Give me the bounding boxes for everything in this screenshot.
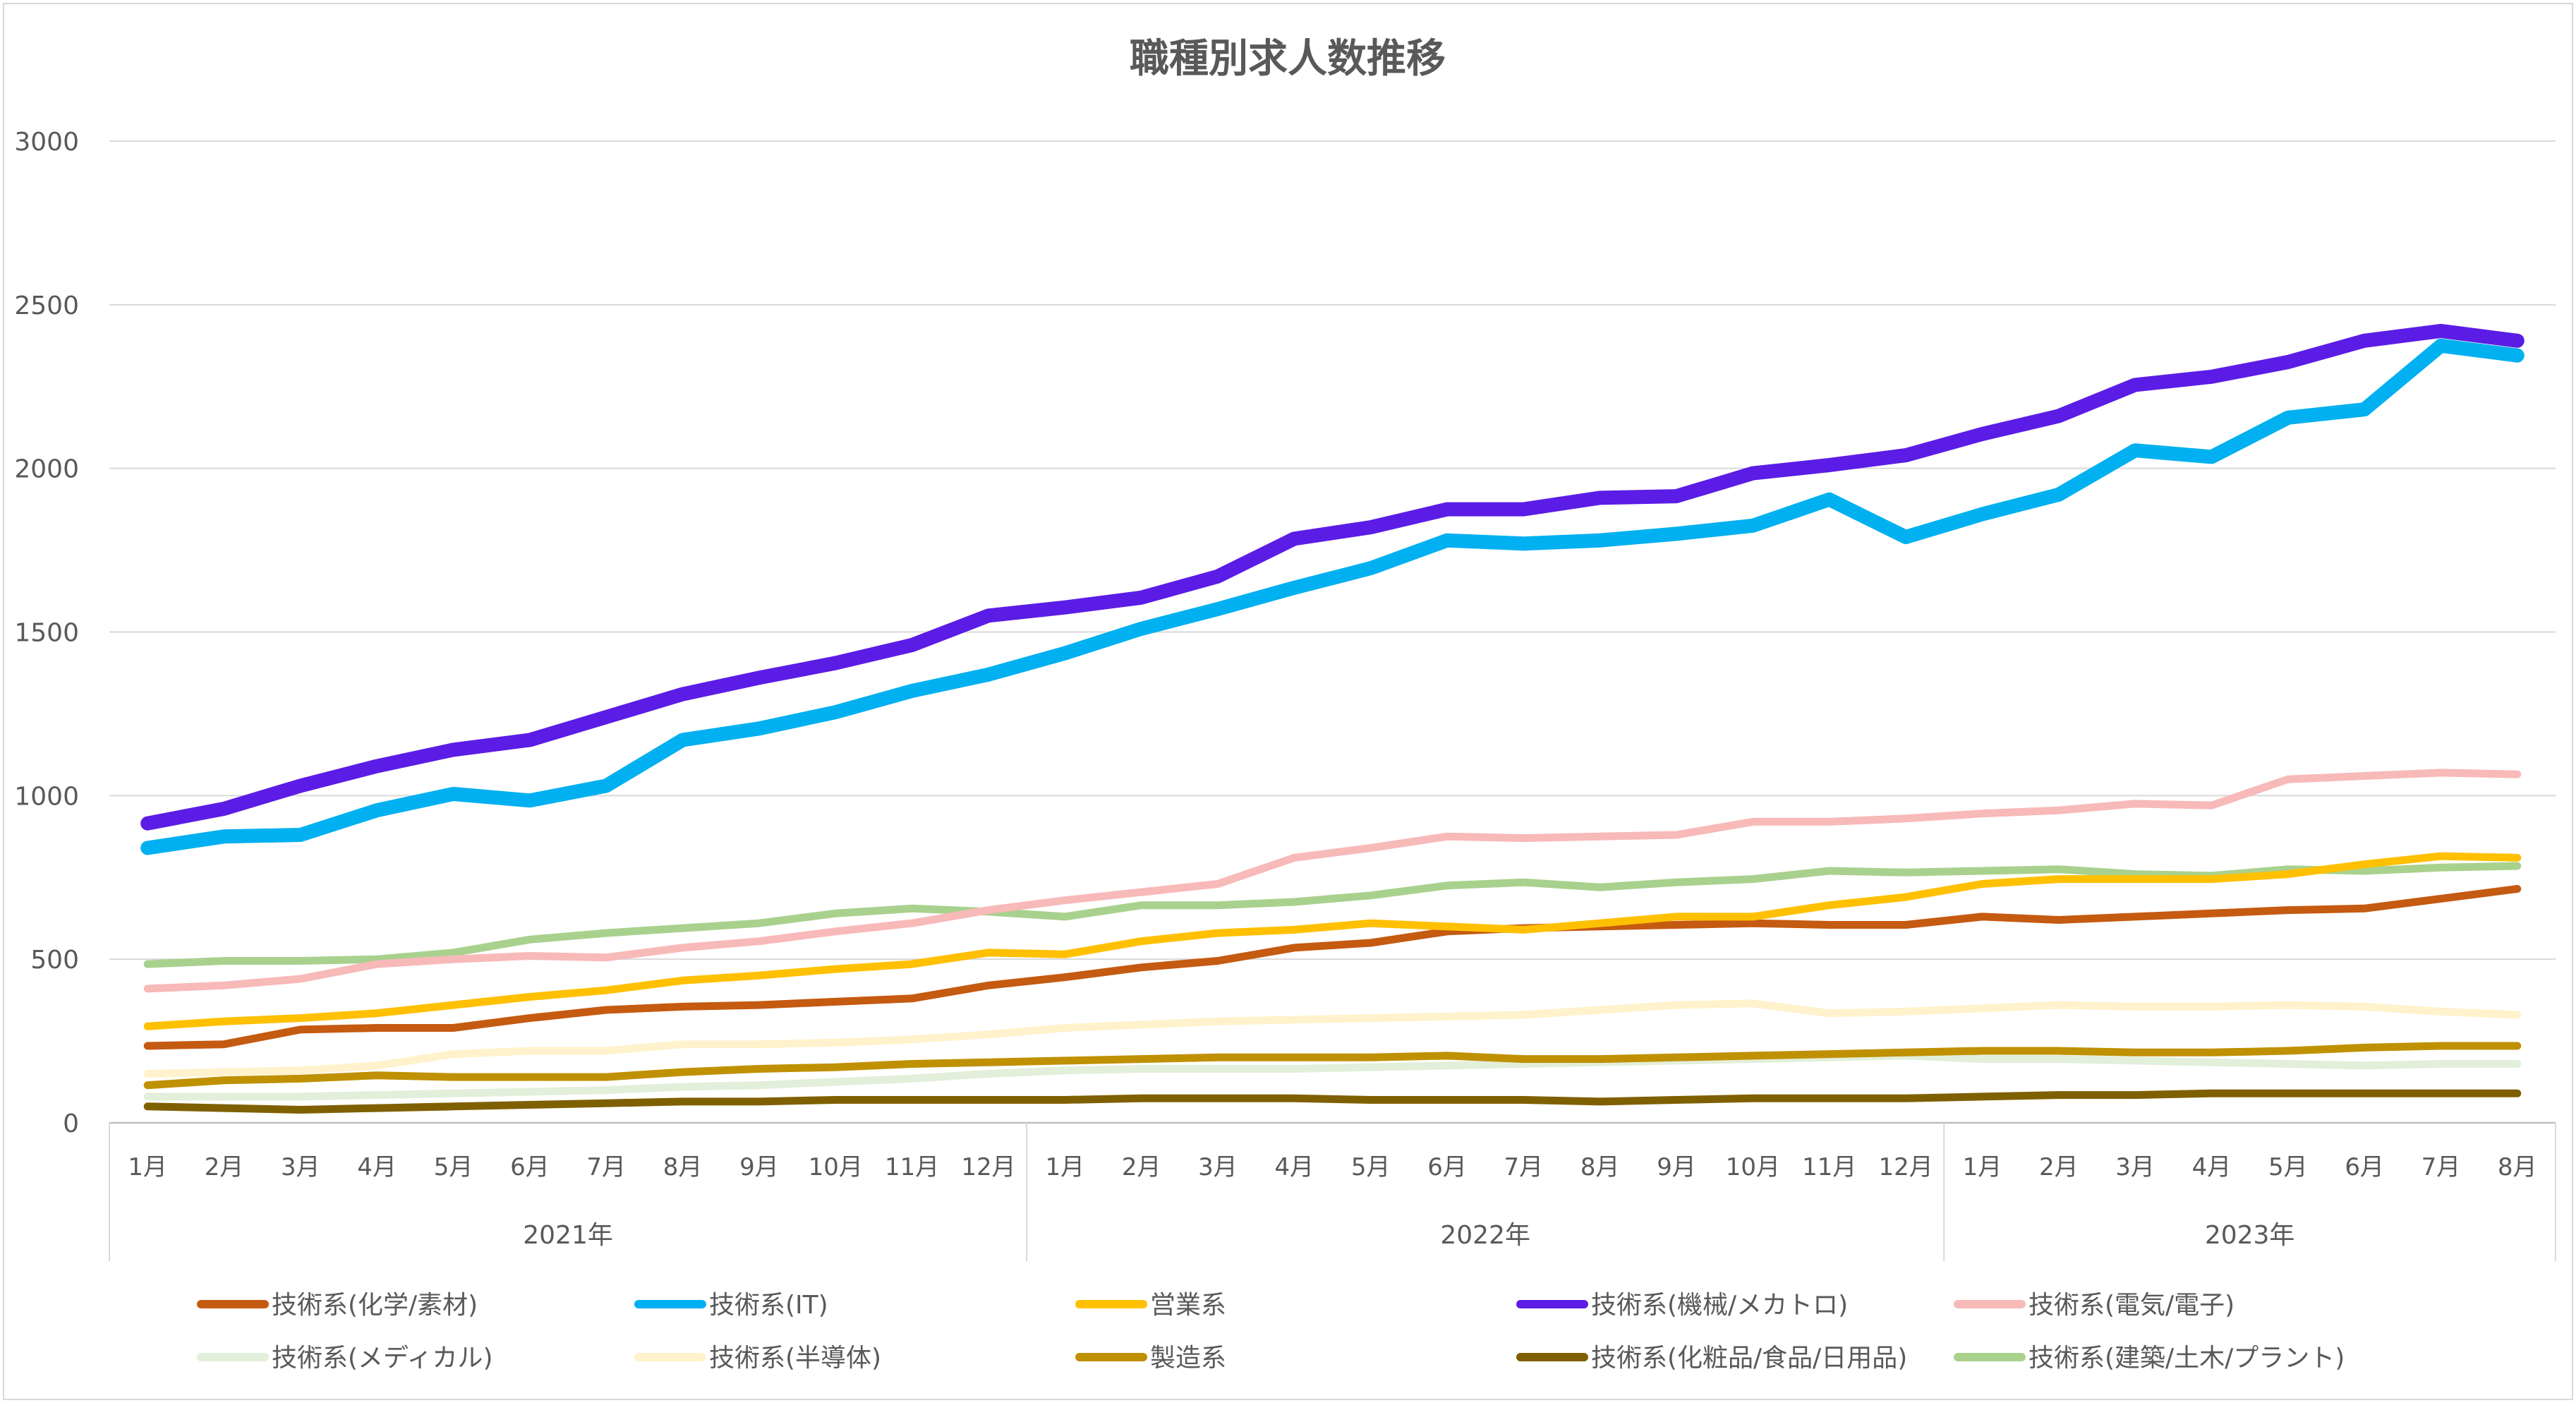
y-tick-label: 1500 (14, 619, 79, 648)
x-tick-label: 10月 (809, 1153, 863, 1181)
legend: 技術系(化学/素材) 技術系(IT) 営業系 技術系(機械/メカトロ) 技術系(電気/電… (197, 1291, 2345, 1373)
series-line (140, 338, 2524, 855)
x-tick-label: 11月 (1802, 1153, 1856, 1181)
x-tick-label: 10月 (1726, 1153, 1780, 1181)
x-tick-label: 7月 (1504, 1153, 1544, 1181)
legend-label: 技術系(化粧品/食品/日用品) (1591, 1344, 1907, 1373)
x-tick-label: 3月 (281, 1153, 320, 1181)
series-line (143, 1042, 2522, 1090)
x-tick-label: 5月 (1351, 1153, 1391, 1181)
legend-label: 技術系(機械/メカトロ) (1591, 1291, 1848, 1320)
x-tick-label: 3月 (1198, 1153, 1238, 1181)
legend-label: 技術系(電気/電子) (2028, 1291, 2235, 1320)
legend-label: 技術系(半導体) (709, 1344, 881, 1373)
x-tick-label: 1月 (1963, 1153, 2002, 1181)
x-tick-label: 8月 (1580, 1153, 1620, 1181)
legend-label: 製造系 (1150, 1344, 1226, 1373)
x-tick-label: 5月 (2268, 1153, 2308, 1181)
x-group-label: 2021年 (523, 1221, 613, 1250)
series-line (140, 323, 2524, 831)
y-tick-label: 500 (30, 946, 79, 975)
x-tick-label: 12月 (961, 1153, 1015, 1181)
y-tick-label: 2500 (14, 291, 79, 320)
x-tick-label: 6月 (510, 1153, 550, 1181)
x-tick-label: 3月 (2115, 1153, 2155, 1181)
x-tick-label: 9月 (1657, 1153, 1696, 1181)
x-tick-label: 1月 (128, 1153, 167, 1181)
series-line (143, 999, 2522, 1078)
series-line (143, 852, 2522, 1030)
series-lines (140, 323, 2524, 1114)
series-line (143, 1052, 2522, 1101)
legend-label: 技術系(化学/素材) (272, 1291, 478, 1320)
x-axis: 1月 2月 3月 4月 5月 6月 7月 8月 9月 10月 11月 12月 1月 2月 3月 4月 5月 6月 7… (109, 1123, 2556, 1261)
y-tick-label: 2000 (14, 455, 79, 484)
x-tick-label: 4月 (1275, 1153, 1314, 1181)
gridlines (109, 140, 2556, 1124)
x-tick-label: 2月 (1122, 1153, 1161, 1181)
x-tick-label: 4月 (2192, 1153, 2232, 1181)
x-tick-label: 6月 (2345, 1153, 2384, 1181)
y-tick-label: 1000 (14, 782, 79, 811)
series-line (143, 769, 2522, 993)
y-tick-label: 3000 (14, 128, 79, 157)
x-tick-label: 9月 (739, 1153, 779, 1181)
x-tick-label: 2月 (205, 1153, 244, 1181)
y-axis: 0 500 1000 1500 2000 2500 3000 (14, 128, 79, 1138)
y-tick-label: 0 (63, 1109, 79, 1138)
x-tick-label: 8月 (2498, 1153, 2537, 1181)
x-tick-label: 11月 (885, 1153, 939, 1181)
x-tick-label: 12月 (1878, 1153, 1933, 1181)
x-tick-label: 6月 (1427, 1153, 1467, 1181)
series-line (143, 885, 2522, 1050)
legend-label: 技術系(IT) (709, 1291, 828, 1320)
legend-label: 技術系(メディカル) (272, 1344, 493, 1373)
x-tick-label: 7月 (586, 1153, 626, 1181)
chart-title: 職種別求人数推移 (1130, 36, 1446, 82)
series-line (143, 862, 2522, 968)
x-group-label: 2023年 (2205, 1221, 2295, 1250)
x-tick-label: 4月 (357, 1153, 397, 1181)
x-tick-label: 1月 (1045, 1153, 1084, 1181)
chart-frame (3, 3, 2573, 1400)
x-tick-label: 8月 (663, 1153, 703, 1181)
legend-label: 営業系 (1150, 1291, 1226, 1320)
x-tick-label: 2月 (2039, 1153, 2079, 1181)
x-tick-label: 7月 (2421, 1153, 2461, 1181)
x-tick-label: 5月 (434, 1153, 473, 1181)
legend-label: 技術系(建築/土木/プラント) (2028, 1344, 2345, 1373)
series-line (143, 1089, 2522, 1114)
x-group-label: 2022年 (1440, 1221, 1530, 1250)
